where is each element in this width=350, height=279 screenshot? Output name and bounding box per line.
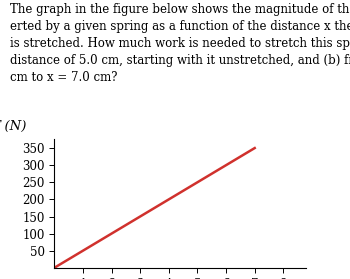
Y-axis label: F (N): F (N) [0,120,27,133]
Text: The graph in the figure below shows the magnitude of the force ex-
erted by a gi: The graph in the figure below shows the … [10,3,350,84]
